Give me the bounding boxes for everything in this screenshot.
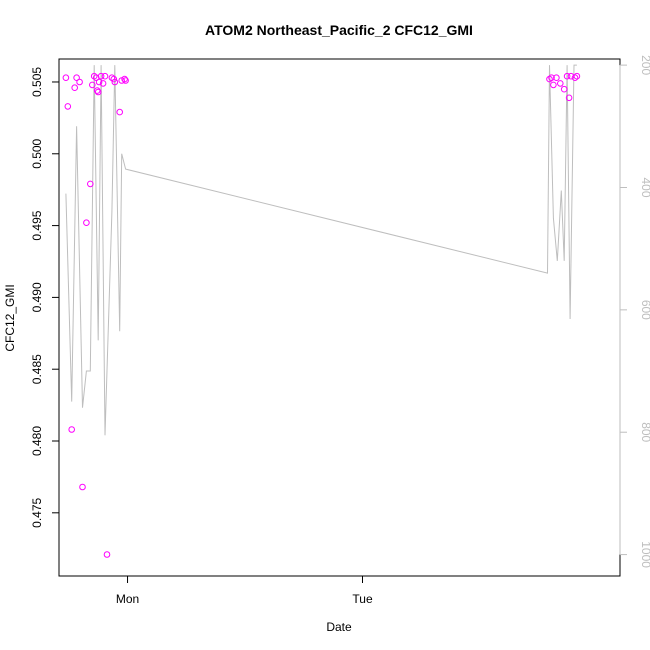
y2-axis: 200 400 600 800 1000 bbox=[619, 55, 650, 568]
data-point bbox=[550, 81, 557, 89]
data-point bbox=[71, 84, 78, 91]
data-point bbox=[97, 72, 105, 80]
y2-tick-label: 1000 bbox=[639, 541, 650, 568]
data-point bbox=[101, 72, 109, 80]
data-point bbox=[93, 87, 101, 94]
data-point bbox=[94, 88, 102, 96]
data-point bbox=[83, 219, 90, 226]
y2-tick-label: 800 bbox=[639, 422, 650, 442]
data-point bbox=[548, 74, 555, 81]
y-tick-label: 0.480 bbox=[30, 426, 44, 456]
data-point bbox=[90, 72, 98, 80]
data-point bbox=[79, 483, 86, 491]
data-point bbox=[89, 81, 96, 89]
data-point bbox=[122, 77, 129, 84]
data-point bbox=[73, 74, 80, 81]
y-tick-label: 0.490 bbox=[30, 282, 44, 312]
data-point bbox=[557, 80, 564, 87]
plot-frame bbox=[58, 58, 621, 577]
data-point bbox=[565, 94, 573, 102]
y2-tick-label: 600 bbox=[639, 300, 650, 320]
data-point bbox=[121, 75, 128, 83]
data-point bbox=[571, 74, 579, 81]
chart-title: ATOM2 Northeast_Pacific_2 CFC12_GMI bbox=[205, 22, 473, 38]
data-point bbox=[110, 75, 118, 83]
data-point bbox=[64, 103, 72, 110]
y2-tick-label: 400 bbox=[639, 177, 650, 197]
data-point bbox=[76, 78, 83, 86]
x-tick-label: Mon bbox=[116, 592, 139, 606]
line-series bbox=[65, 64, 577, 436]
data-point bbox=[553, 74, 560, 81]
points-layer bbox=[62, 72, 581, 558]
data-point bbox=[87, 180, 94, 188]
data-point bbox=[103, 551, 111, 558]
y-tick-label: 0.505 bbox=[30, 67, 44, 97]
x-axis: Mon Tue bbox=[116, 575, 373, 606]
x-tick-label: Tue bbox=[352, 592, 373, 606]
data-point bbox=[99, 80, 107, 87]
y-tick-label: 0.500 bbox=[30, 138, 44, 168]
plot-area bbox=[62, 64, 581, 558]
data-point bbox=[116, 108, 123, 116]
data-point bbox=[563, 72, 571, 80]
y-axis-label: CFC12_GMI bbox=[3, 284, 17, 351]
y-axis: 0.475 0.480 0.485 0.490 0.495 0.500 0.505 bbox=[30, 67, 60, 528]
data-point bbox=[95, 78, 103, 86]
data-point bbox=[560, 85, 568, 93]
y2-tick-label: 200 bbox=[639, 55, 650, 75]
x-axis-label: Date bbox=[326, 620, 352, 634]
y-tick-label: 0.485 bbox=[30, 354, 44, 384]
data-point bbox=[68, 426, 75, 433]
data-point bbox=[573, 72, 581, 80]
y-tick-label: 0.475 bbox=[30, 497, 44, 527]
data-point bbox=[62, 74, 70, 81]
data-point bbox=[111, 78, 119, 86]
y-tick-label: 0.495 bbox=[30, 210, 44, 240]
